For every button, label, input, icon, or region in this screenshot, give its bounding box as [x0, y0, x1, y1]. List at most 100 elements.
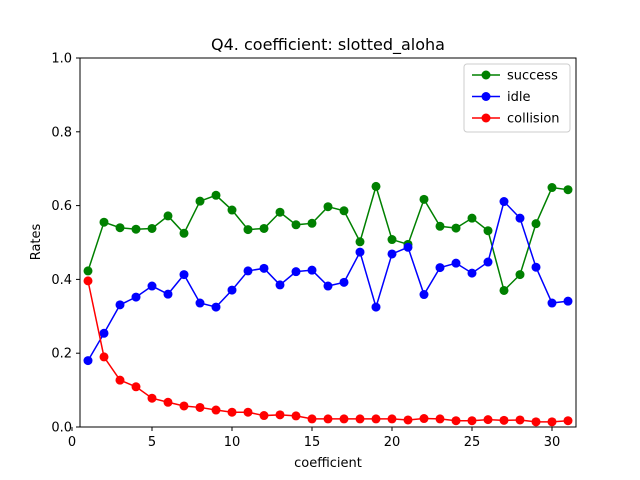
- data-point-success: [515, 270, 525, 280]
- legend-marker-success: [481, 70, 491, 80]
- data-point-success: [227, 205, 237, 215]
- data-point-success: [307, 218, 317, 228]
- y-tick-label: 0.6: [51, 199, 72, 214]
- data-point-idle: [163, 289, 173, 299]
- data-point-collision: [195, 402, 205, 412]
- data-point-collision: [163, 397, 173, 407]
- x-tick-label: 25: [464, 435, 481, 450]
- data-point-collision: [419, 414, 429, 424]
- data-point-collision: [387, 414, 397, 424]
- data-point-collision: [307, 414, 317, 424]
- x-tick-label: 5: [148, 435, 156, 450]
- data-point-success: [211, 190, 221, 200]
- data-point-success: [563, 185, 573, 195]
- data-point-idle: [99, 328, 109, 338]
- x-tick-label: 20: [384, 435, 401, 450]
- data-point-success: [243, 225, 253, 235]
- legend-marker-collision: [481, 113, 491, 123]
- data-point-success: [195, 196, 205, 206]
- data-point-collision: [531, 417, 541, 427]
- data-point-collision: [451, 416, 461, 426]
- data-point-success: [499, 285, 509, 295]
- data-point-success: [435, 221, 445, 231]
- data-point-idle: [355, 247, 365, 257]
- data-point-idle: [435, 263, 445, 273]
- data-point-idle: [419, 290, 429, 300]
- data-point-success: [531, 219, 541, 229]
- data-point-collision: [83, 276, 93, 286]
- data-point-idle: [387, 249, 397, 259]
- data-point-idle: [243, 266, 253, 276]
- data-point-idle: [131, 292, 141, 302]
- data-point-collision: [563, 416, 573, 426]
- data-point-success: [115, 223, 125, 233]
- data-point-collision: [323, 414, 333, 424]
- data-point-success: [323, 202, 333, 212]
- plot-area: [83, 181, 573, 427]
- data-point-collision: [275, 410, 285, 420]
- data-point-success: [131, 224, 141, 234]
- data-point-success: [387, 235, 397, 245]
- data-point-success: [179, 228, 189, 238]
- data-point-success: [275, 207, 285, 217]
- data-point-idle: [403, 242, 413, 252]
- data-point-collision: [147, 393, 157, 403]
- data-point-success: [259, 223, 269, 233]
- data-point-idle: [291, 267, 301, 277]
- data-point-success: [371, 181, 381, 191]
- legend: success idle collision: [463, 63, 571, 133]
- data-point-collision: [291, 411, 301, 421]
- y-tick-label: 1.0: [51, 52, 72, 67]
- data-point-idle: [323, 281, 333, 291]
- data-point-success: [483, 226, 493, 236]
- data-point-collision: [339, 414, 349, 424]
- data-point-idle: [307, 265, 317, 275]
- x-tick-label: 15: [304, 435, 321, 450]
- data-point-success: [147, 223, 157, 233]
- data-point-success: [83, 266, 93, 276]
- legend-label-collision: collision: [507, 112, 560, 127]
- x-tick-label: 30: [544, 435, 561, 450]
- y-tick-label: 0.8: [51, 125, 72, 140]
- data-point-success: [339, 206, 349, 216]
- data-point-collision: [467, 416, 477, 426]
- chart-title: Q4. coefficient: slotted_aloha: [211, 35, 445, 55]
- data-point-idle: [227, 285, 237, 295]
- data-point-idle: [371, 302, 381, 312]
- data-point-success: [467, 213, 477, 223]
- data-point-success: [547, 183, 557, 193]
- data-point-success: [291, 220, 301, 230]
- legend-label-idle: idle: [507, 90, 530, 105]
- series-line-success: [87, 183, 569, 292]
- axes: 0 5 10 15 20 25 30 0.0 0.2 0.4 0.6 0.8 1.0: [51, 52, 577, 450]
- x-tick-label: 10: [224, 435, 241, 450]
- legend-box: [463, 63, 571, 133]
- y-tick-label: 0.0: [51, 421, 72, 436]
- data-point-collision: [499, 415, 509, 425]
- data-point-collision: [243, 407, 253, 417]
- data-point-collision: [371, 414, 381, 424]
- data-point-idle: [179, 270, 189, 280]
- data-point-idle: [563, 296, 573, 306]
- data-point-success: [163, 211, 173, 221]
- data-point-collision: [483, 415, 493, 425]
- axes-frame: [79, 57, 577, 428]
- data-point-success: [99, 217, 109, 227]
- data-point-success: [419, 194, 429, 204]
- data-point-idle: [451, 258, 461, 268]
- data-point-collision: [211, 405, 221, 415]
- legend-marker-idle: [481, 92, 491, 101]
- data-point-idle: [195, 298, 205, 308]
- data-point-collision: [403, 415, 413, 425]
- data-point-collision: [435, 414, 445, 424]
- data-point-success: [355, 237, 365, 247]
- data-point-collision: [547, 417, 557, 427]
- data-point-idle: [515, 213, 525, 223]
- data-point-collision: [99, 352, 109, 362]
- data-point-idle: [339, 277, 349, 287]
- data-point-idle: [83, 356, 93, 366]
- data-point-success: [451, 223, 461, 233]
- data-point-idle: [115, 300, 125, 310]
